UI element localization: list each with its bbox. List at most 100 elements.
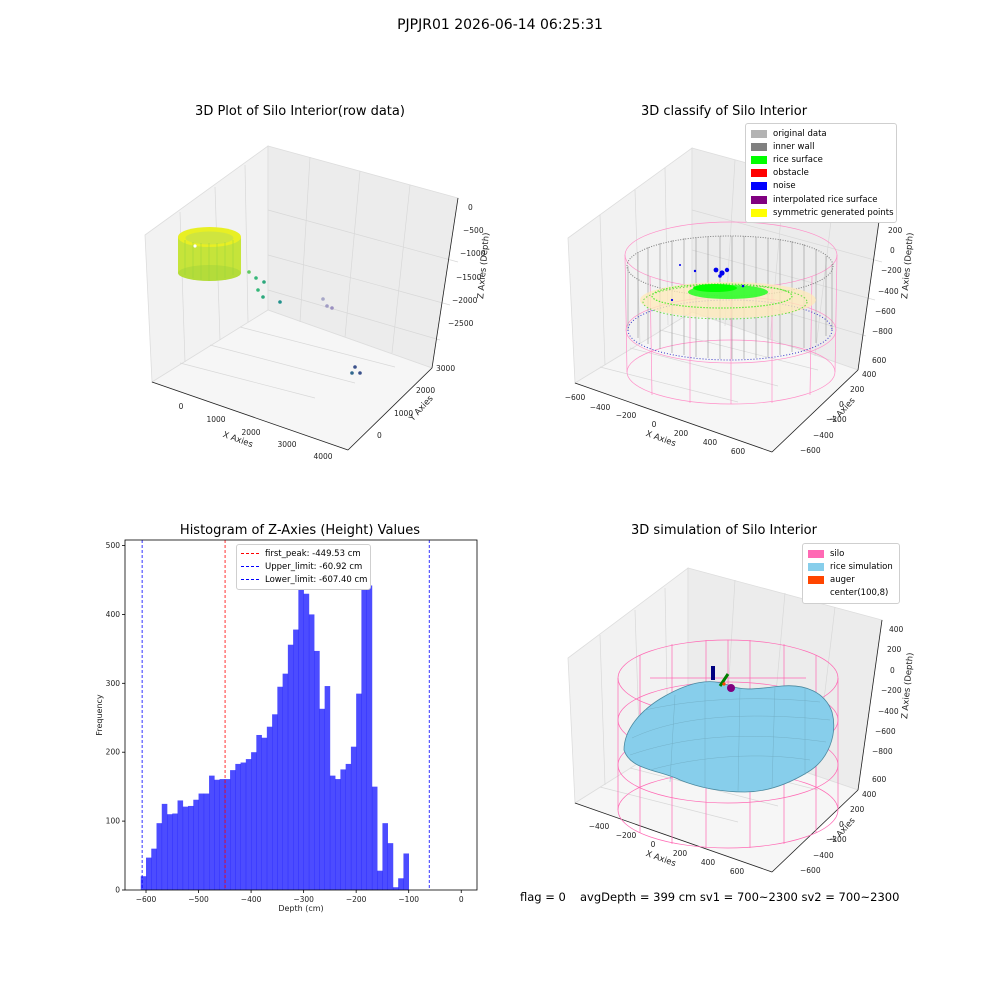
histogram-bar [251,752,257,890]
histogram-bar [356,693,362,890]
legend-item-center: center(100,8) [808,587,894,600]
legend-label: symmetric generated points [773,207,894,218]
raw-xtick: 2000 [241,428,260,437]
histogram-ytick-label: 200 [106,748,121,757]
legend-item-upper-limit: Upper_limit: -60.92 cm [241,560,366,573]
histogram-xtick-label: −500 [188,895,209,904]
simulation-ytick: 600 [872,775,887,784]
histogram-xtick-label: −600 [136,895,157,904]
legend-item-original-data: original data [751,127,891,140]
swatch-icon [808,562,824,571]
histogram-bar [146,857,152,890]
legend-item-silo: silo [808,547,894,560]
histogram-x-axis-label: Depth (cm) [278,904,323,913]
histogram-bar [366,585,373,890]
simulation-auger [711,666,735,692]
classify-ytick: −200 [826,415,847,424]
raw-ytick: 2000 [416,386,435,395]
swatch-icon [808,575,824,584]
raw-outlier-points [247,270,362,375]
raw-ztick: −500 [463,226,484,235]
histogram-xtick-label: −300 [293,895,314,904]
histogram-bar [319,708,325,890]
classify-ytick: −400 [813,431,834,440]
histogram-bar [167,814,173,890]
raw-ytick: 3000 [436,364,455,373]
histogram-ytick-label: 300 [106,679,121,688]
classify-xtick: 400 [703,438,718,447]
histogram-ytick-label: 400 [106,610,121,619]
simulation-xtick: 0 [651,840,656,849]
histogram-bar [287,644,294,890]
histogram-ytick-label: 0 [115,886,120,895]
legend-label: Lower_limit: -607.40 cm [265,574,368,585]
classify-silo-cylinder [624,221,838,405]
histogram-bar [161,803,168,890]
legend-item-obstacle: obstacle [751,167,891,180]
histogram-bar [345,763,352,890]
classify-plot-title: 3D classify of Silo Interior [640,104,808,119]
histogram-bar [293,629,299,890]
legend-item-first-peak: first_peak: -449.53 cm [241,547,366,560]
histogram-bar [188,805,194,890]
simulation-xtick: −400 [589,822,610,831]
legend-item-lower-limit: Lower_limit: -607.40 cm [241,573,368,586]
raw-xtick: 1000 [206,415,225,424]
histogram-bar [182,806,189,890]
classify-xtick: 200 [674,429,689,438]
classify-ztick: 0 [890,246,895,255]
histogram-bar [172,813,178,890]
classify-ztick: −600 [875,307,896,316]
raw-xtick: 4000 [313,452,332,461]
dashed-line-icon [241,566,259,568]
histogram-bar [261,737,268,890]
classify-legend: original data inner wall rice surface ob… [745,123,897,224]
raw-silo-ring [178,227,241,281]
histogram-xtick-label: −400 [241,895,262,904]
histogram-bar [198,793,205,890]
swatch-icon [751,169,767,178]
legend-item-inner-wall: inner wall [751,140,891,153]
raw-ztick: −2500 [448,319,474,328]
legend-label: auger [830,574,855,585]
classify-ytick: 0 [839,400,844,409]
classify-ztick: 200 [888,226,903,235]
histogram-bar [240,762,247,890]
raw-ztick: −1500 [456,273,482,282]
legend-label: obstacle [773,168,809,179]
simulation-plot-title: 3D simulation of Silo Interior [631,523,817,538]
classify-ytick: 400 [862,370,877,379]
swatch-icon [751,208,767,217]
histogram-frame [124,539,478,891]
histogram-y-axis-label: Frequency [95,694,104,736]
histogram-bar [392,887,399,890]
simulation-ytick: 400 [862,790,877,799]
histogram-chart: −600 −500 −400 −300 −200 −100 0 0 100 200 300 400 50… [95,539,478,913]
legend-label: original data [773,128,827,139]
histogram-bar [203,793,210,890]
legend-label: Upper_limit: -60.92 cm [265,561,363,572]
swatch-icon [751,129,767,138]
histogram-bar [382,823,388,890]
histogram-bar [387,843,394,890]
simulation-ztick: −800 [872,747,893,756]
histogram-bar [230,770,236,890]
histogram-bar [350,746,357,890]
classify-z-axis-label: Z Axies (Depth) [900,232,916,299]
dashed-line-icon [241,579,259,581]
legend-label: noise [773,181,796,192]
histogram-bar [371,786,378,890]
simulation-ytick: 200 [850,805,865,814]
simulation-ztick: −200 [881,686,902,695]
legend-label: first_peak: -449.53 cm [265,548,361,559]
legend-label: interpolated rice surface [773,194,878,205]
classify-ytick: 200 [850,385,865,394]
histogram-bar [256,734,262,890]
legend-label: rice surface [773,154,823,165]
raw-3d-plot: 0 1000 2000 3000 4000 0 1000 2000 3000 0… [144,145,492,461]
histogram-bar [308,614,315,890]
swatch-icon [808,589,824,597]
classify-xtick: −200 [616,411,637,420]
swatch-icon [751,195,767,204]
raw-xtick: 0 [179,402,184,411]
